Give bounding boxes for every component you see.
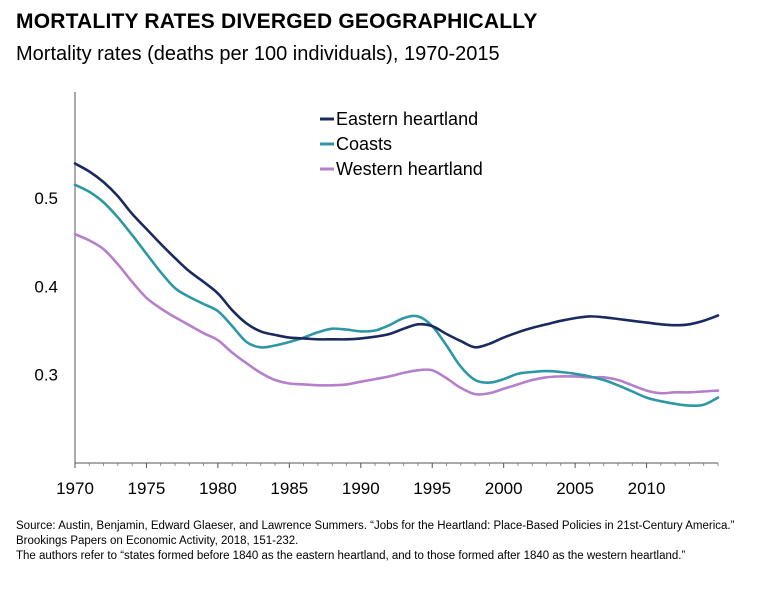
source-citation: Source: Austin, Benjamin, Edward Glaeser… (16, 520, 735, 547)
x-tick-label: 1990 (342, 479, 380, 498)
x-tick-label: 2000 (485, 479, 523, 498)
x-tick-label: 1970 (56, 479, 94, 498)
x-tick-label: 1980 (199, 479, 237, 498)
chart-title: MORTALITY RATES DIVERGED GEOGRAPHICALLY (16, 10, 538, 33)
x-tick-label: 2005 (556, 479, 594, 498)
legend-label-western-heartland: Western heartland (336, 159, 483, 179)
definition-note: The authors refer to “states formed befo… (16, 550, 686, 562)
series-line-western-heartland (73, 232, 720, 396)
x-tick-label: 1975 (128, 479, 166, 498)
source-note: Source: Austin, Benjamin, Edward Glaeser… (16, 519, 756, 564)
y-tick-label: 0.4 (34, 277, 58, 296)
legend-label-coasts: Coasts (336, 134, 392, 154)
y-tick-label: 0.5 (34, 189, 58, 208)
x-tick-label: 1995 (413, 479, 451, 498)
y-tick-label: 0.3 (34, 366, 58, 385)
x-tick-label: 1985 (270, 479, 308, 498)
series-line-eastern-heartland (73, 162, 720, 349)
x-tick-label: 2010 (628, 479, 666, 498)
line-chart: 1970 1975 1980 1985 1990 1995 2000 2005 2010 0.3 0… (34, 92, 720, 498)
chart-subtitle: Mortality rates (deaths per 100 individu… (16, 43, 500, 65)
series-line-coasts (73, 183, 720, 408)
legend-label-eastern-heartland: Eastern heartland (336, 109, 478, 129)
